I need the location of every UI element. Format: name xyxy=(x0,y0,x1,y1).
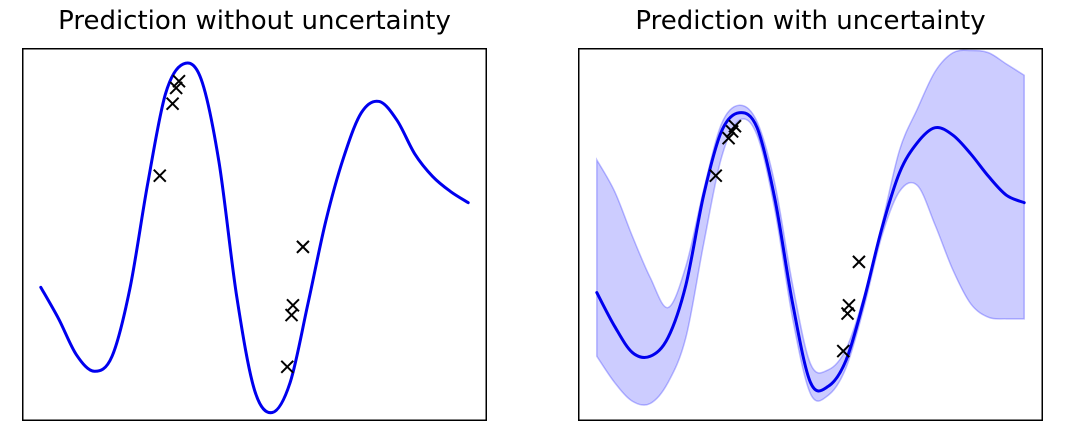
observation-point xyxy=(709,168,723,183)
prediction-line xyxy=(39,61,470,415)
observation-point xyxy=(836,344,850,358)
observation-point xyxy=(842,298,856,313)
observation-point xyxy=(280,360,294,374)
uncertainty-band xyxy=(596,49,1025,406)
observation-point xyxy=(286,298,300,313)
chart-left-plot xyxy=(22,48,487,421)
observation-point xyxy=(172,74,186,88)
plot-frame xyxy=(578,48,1043,421)
plot-frame xyxy=(22,48,487,421)
observation-point xyxy=(296,240,310,254)
observation-point xyxy=(728,119,742,133)
observation-point xyxy=(165,97,180,111)
prediction-line xyxy=(595,111,1026,393)
observation-point xyxy=(721,131,736,145)
chart-title-left: Prediction without uncertainty xyxy=(58,6,451,36)
observation-point xyxy=(169,81,183,95)
chart-right-plot xyxy=(578,48,1043,421)
observation-point xyxy=(153,168,167,183)
chart-title-right: Prediction with uncertainty xyxy=(635,6,986,36)
observation-point xyxy=(852,255,866,269)
